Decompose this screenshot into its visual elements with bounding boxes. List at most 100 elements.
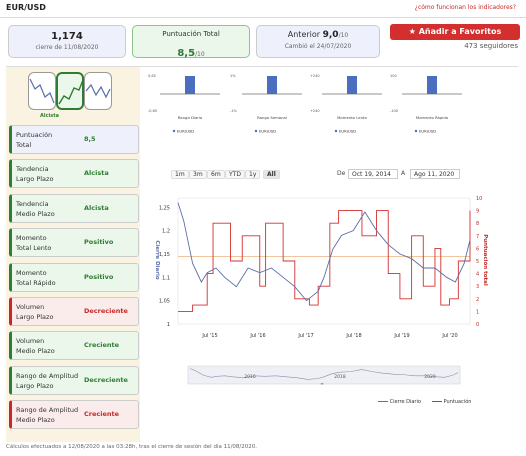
indicator-row[interactable]: Volumen Medio Plazo Creciente: [9, 331, 139, 361]
indicator-value: Alcista: [84, 169, 109, 178]
score-series-line: [178, 210, 471, 312]
mini-chart-ybot: -100: [390, 109, 398, 113]
y-right-tick: 3: [476, 284, 479, 290]
indicator-label-line2: Total Rápido: [16, 278, 56, 287]
mini-chart: 1% -1% Rango Semanal EUR/USD: [230, 74, 302, 134]
indicator-label-line1: Volumen: [16, 303, 45, 311]
sideways-thumb-icon[interactable]: [84, 72, 112, 110]
mini-chart-label: Rango Semanal: [257, 115, 287, 120]
mini-chart: 100 -100 Momento Rápido EUR/USD: [390, 74, 462, 134]
indicator-label: Rango de Amplitud Medio Plazo: [16, 405, 78, 425]
y-right-tick: 5: [476, 259, 479, 265]
navigator-bar: [187, 365, 461, 385]
y-right-tick: 7: [476, 234, 479, 240]
indicator-row[interactable]: Tendencia Medio Plazo Alcista: [9, 193, 139, 223]
date-to-label: A: [401, 170, 406, 177]
indicator-label: Rango de Amplitud Largo Plazo: [16, 371, 78, 391]
top-header: EUR/USD ¿cómo funcionan los indicadores?: [0, 0, 526, 18]
date-from-input[interactable]: Oct 19, 2014: [348, 169, 398, 179]
x-tick: Jul '15: [201, 333, 217, 339]
trend-thumbnails: [28, 72, 112, 110]
price-value: 1,174: [51, 31, 83, 42]
indicator-label: Puntuación Total: [16, 130, 52, 150]
mini-legend-dot: [334, 129, 338, 133]
previous-value: 9,0: [322, 30, 339, 40]
mini-chart-label: Momento Lento: [337, 115, 367, 120]
indicator-label: Momento Total Rápido: [16, 268, 56, 288]
price-date: cierre de 11/08/2020: [35, 44, 99, 51]
mini-chart-ybot: -1%: [230, 109, 237, 113]
indicator-label-line2: Largo Plazo: [16, 313, 54, 321]
help-link[interactable]: ¿cómo funcionan los indicadores?: [414, 4, 516, 11]
range-button[interactable]: 3m: [189, 170, 207, 179]
range-button[interactable]: 1y: [245, 170, 261, 179]
y-left-tick: 1,05: [159, 299, 170, 305]
legend-score-swatch: [432, 401, 442, 402]
date-to-input[interactable]: Ago 11, 2020: [410, 169, 460, 179]
indicator-value: 8,5: [84, 135, 96, 143]
previous-title: Anterior: [287, 30, 321, 39]
indicator-label-line1: Momento: [16, 268, 47, 277]
indicator-row[interactable]: Rango de Amplitud Medio Plazo Creciente: [9, 400, 139, 430]
bullish-thumb-icon[interactable]: [56, 72, 84, 110]
legend-score: Puntuación: [432, 399, 471, 405]
mini-chart-ytop: +240: [310, 74, 320, 78]
add-favorite-button[interactable]: ★ Añadir a Favoritos: [390, 24, 520, 40]
indicator-row[interactable]: Momento Total Lento Positivo: [9, 228, 139, 258]
y-left-tick: 1: [167, 322, 170, 328]
indicator-row[interactable]: Puntuación Total 8,5: [9, 125, 139, 154]
legend-score-label: Puntuación: [443, 399, 472, 405]
pair-title: EUR/USD: [6, 3, 46, 12]
mini-legend-label: EUR/USD: [419, 129, 436, 134]
legend-price: Cierre Diario: [378, 399, 421, 405]
x-tick: Jul '19: [393, 333, 409, 339]
indicator-label-line1: Rango de Amplitud: [16, 406, 79, 415]
indicator-label: Momento Total Lento: [16, 233, 51, 253]
y-right-tick: 8: [476, 221, 479, 227]
previous-change-date: Cambió el 24/07/2020: [284, 43, 352, 50]
mini-charts: 0,65 -0,65 Rango Diario EUR/USD 1% -1% Rango S…: [148, 74, 462, 134]
indicator-value: Positivo: [84, 238, 114, 247]
mini-chart-ybot: +240: [310, 109, 320, 113]
navigator-label: 2018: [334, 374, 346, 380]
y-left-tick: 1,25: [159, 205, 170, 211]
y-left-axis-label: Cierre Diario: [154, 240, 160, 279]
mini-chart-ytop: 1%: [230, 74, 236, 78]
indicator-label-line2: Total: [16, 141, 32, 149]
indicator-label-line2: Largo Plazo: [16, 175, 54, 184]
bearish-thumb-icon[interactable]: [28, 72, 56, 110]
range-button[interactable]: 6m: [207, 170, 225, 179]
x-tick: Jul '17: [297, 333, 313, 339]
mini-legend-label: EUR/USD: [177, 129, 194, 134]
score-title: Puntuación Total: [162, 30, 220, 38]
range-button[interactable]: All: [263, 170, 280, 179]
y-right-tick: 0: [476, 322, 479, 328]
range-button[interactable]: YTD: [225, 170, 245, 179]
indicator-value: Decreciente: [84, 307, 128, 315]
previous-suffix: /10: [338, 32, 349, 39]
indicator-label-line1: Momento: [16, 234, 47, 243]
indicator-label: Tendencia Medio Plazo: [16, 199, 55, 219]
divider: [6, 66, 518, 67]
mini-chart-label: Rango Diario: [178, 115, 203, 120]
indicator-label-line2: Medio Plazo: [16, 209, 55, 218]
previous-card: Anterior 9,0/10 Cambió el 24/07/2020: [256, 25, 380, 58]
navigator-series-line: [189, 368, 459, 380]
indicator-label: Tendencia Largo Plazo: [16, 164, 53, 184]
followers-count: 473 seguidores: [464, 42, 518, 50]
mini-chart-ybot: -0,65: [148, 109, 157, 113]
indicator-label: Volumen Largo Plazo: [16, 302, 53, 322]
indicator-label-line2: Medio Plazo: [16, 416, 55, 425]
indicator-row[interactable]: Momento Total Rápido Positivo: [9, 262, 139, 292]
previous-line: Anterior 9,0/10: [257, 30, 379, 40]
indicator-row[interactable]: Tendencia Largo Plazo Alcista: [9, 159, 139, 189]
navigator-label: 2016: [244, 374, 256, 380]
range-button[interactable]: 1m: [171, 170, 189, 179]
indicator-label-line2: Largo Plazo: [16, 381, 54, 390]
score-suffix: /10: [195, 51, 205, 58]
indicator-row[interactable]: Volumen Largo Plazo Decreciente: [9, 297, 139, 326]
mini-chart-ytop: 100: [390, 74, 397, 78]
indicator-row[interactable]: Rango de Amplitud Largo Plazo Decreciente: [9, 365, 139, 395]
mini-chart: +240 +240 Momento Lento EUR/USD: [310, 74, 382, 134]
